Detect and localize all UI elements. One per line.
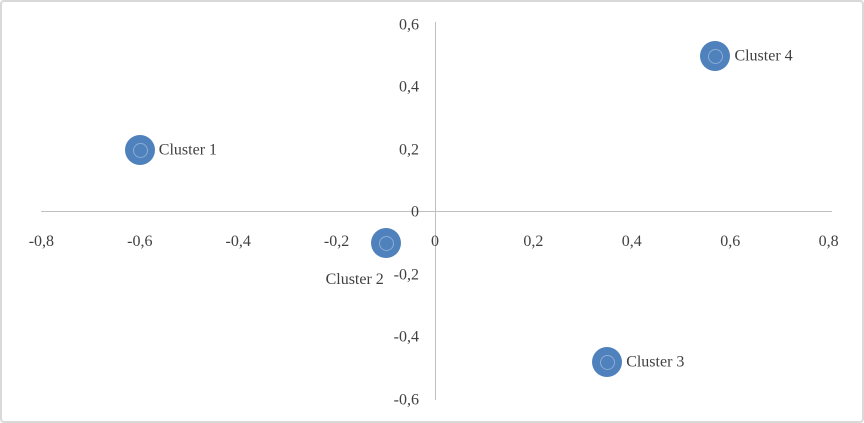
data-point-label: Cluster 1: [158, 141, 218, 158]
y-tick-label: 0,4: [399, 78, 419, 96]
data-point-cluster-2: [370, 228, 401, 259]
y-tick-label: -0,6: [393, 391, 419, 408]
x-tick-label: -0,8: [28, 233, 55, 250]
y-tick-label: 0,6: [399, 16, 419, 33]
y-tick-label: 0,2: [399, 141, 419, 158]
y-axis-line: [435, 22, 436, 400]
data-point-cluster-1: [124, 134, 155, 165]
x-tick-label: -0,2: [323, 233, 350, 250]
x-tick-label: 0,4: [621, 233, 642, 250]
x-tick-label: 0,8: [818, 233, 839, 250]
x-tick-label: 0,2: [523, 233, 544, 250]
y-tick-label: -0,2: [393, 266, 419, 283]
data-point-cluster-4: [700, 40, 731, 71]
y-tick-label: -0,4: [393, 328, 419, 346]
x-tick-label: 0: [431, 233, 439, 250]
x-tick-label: -0,4: [225, 233, 251, 250]
data-point-cluster-3: [592, 347, 623, 377]
data-point-label: Cluster 2: [325, 271, 384, 289]
x-tick-label: -0,6: [127, 233, 153, 250]
data-point-label: Cluster 4: [734, 47, 793, 65]
y-tick-label: 0: [411, 203, 419, 221]
x-tick-label: 0,6: [720, 233, 741, 250]
data-point-label: Cluster 3: [626, 353, 685, 371]
x-axis-line: [41, 211, 832, 212]
